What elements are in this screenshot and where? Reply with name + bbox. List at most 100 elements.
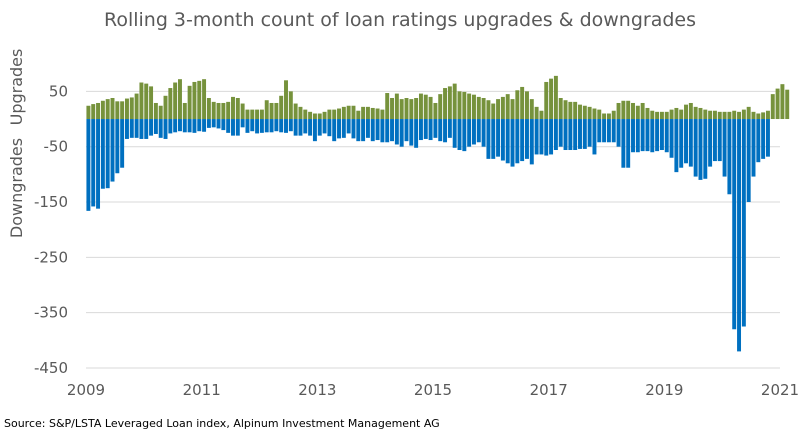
downgrades-bar — [288, 119, 293, 132]
downgrades-bar — [616, 119, 621, 147]
upgrades-bar — [457, 91, 462, 120]
downgrades-bar — [303, 119, 308, 134]
downgrades-bar — [544, 119, 549, 156]
downgrades-bar — [418, 119, 423, 141]
upgrades-bar — [284, 80, 288, 120]
upgrades-bar — [197, 80, 202, 120]
downgrades-bar — [259, 119, 264, 133]
upgrades-bar — [655, 111, 660, 120]
upgrades-bar — [187, 85, 192, 120]
upgrades-bar — [139, 82, 144, 120]
downgrades-bar — [327, 119, 332, 137]
upgrades-bar — [631, 102, 635, 120]
downgrades-bar — [96, 119, 101, 209]
upgrades-bar — [664, 111, 669, 120]
upgrades-bar — [558, 98, 563, 120]
downgrades-bar — [510, 119, 515, 167]
upgrades-bar — [688, 102, 693, 120]
downgrades-bar — [337, 119, 341, 139]
x-tick-label: 2021 — [761, 381, 799, 399]
upgrades-bar — [418, 93, 423, 120]
downgrades-bar — [361, 119, 366, 142]
upgrades-bar — [394, 93, 399, 120]
upgrades-bar — [346, 105, 351, 120]
upgrades-bar — [592, 108, 597, 120]
y-axis-label-upgrades: Upgrades — [7, 49, 26, 126]
upgrades-bar — [163, 95, 168, 120]
downgrades-bar — [558, 119, 563, 147]
downgrades-bar — [688, 119, 693, 167]
x-tick-label: 2013 — [298, 381, 336, 399]
upgrades-bar — [144, 83, 149, 120]
downgrades-bar — [717, 119, 722, 162]
downgrades-bar — [226, 119, 231, 133]
upgrades-bar — [404, 98, 409, 120]
y-axis-ticks: 50 -50 -150 -250 -350 -450 — [34, 82, 68, 377]
upgrades-bar — [216, 102, 221, 120]
downgrades-bar — [587, 119, 592, 147]
upgrades-bar — [621, 100, 626, 120]
upgrades-bar — [496, 99, 501, 120]
downgrades-bar — [698, 119, 703, 180]
upgrades-bar — [756, 113, 761, 120]
downgrades-bar — [187, 119, 192, 133]
downgrades-bar — [476, 119, 481, 143]
downgrades-bar — [659, 119, 664, 151]
downgrades-bar — [231, 119, 235, 136]
y-tick-label: -150 — [34, 193, 68, 211]
x-axis-ticks: 2009 2011 2013 2015 2017 2019 2021 — [67, 381, 799, 399]
upgrades-bar — [192, 81, 197, 120]
upgrades-bar — [293, 103, 298, 120]
downgrades-bar — [202, 119, 207, 132]
upgrades-bar — [525, 91, 529, 120]
downgrades-bar — [197, 119, 202, 132]
upgrades-bar — [491, 103, 496, 120]
downgrades-bar — [568, 119, 573, 151]
upgrades-bar — [96, 102, 101, 120]
downgrades-bar — [274, 119, 279, 132]
upgrades-bar — [231, 96, 235, 120]
downgrades-bar — [91, 119, 96, 207]
upgrades-bar — [105, 99, 110, 120]
downgrades-bar — [322, 119, 327, 134]
downgrades-bar — [414, 119, 419, 148]
downgrades-bar — [592, 119, 597, 155]
upgrades-bar — [356, 110, 361, 120]
upgrades-bar — [573, 101, 578, 120]
downgrades-bar — [153, 119, 158, 134]
upgrades-bar — [211, 101, 216, 120]
upgrades-bar — [250, 109, 255, 120]
downgrades-bar — [149, 119, 154, 136]
downgrades-bar — [635, 119, 640, 153]
upgrades-bar — [785, 89, 790, 120]
downgrades-bar — [597, 119, 602, 143]
downgrades-bar — [115, 119, 120, 174]
upgrades-bar — [452, 83, 457, 120]
upgrades-bar — [529, 99, 534, 120]
downgrades-bar — [365, 119, 370, 138]
upgrades-bar — [737, 111, 742, 120]
downgrades-bar — [284, 119, 288, 133]
upgrades-bar — [298, 106, 303, 120]
upgrades-bar — [365, 106, 370, 120]
downgrades-bar — [679, 119, 684, 168]
upgrades-bar — [428, 96, 433, 120]
y-tick-label: -250 — [34, 248, 68, 266]
downgrades-bar — [192, 119, 197, 133]
downgrades-bar — [765, 119, 770, 157]
upgrades-bar — [669, 109, 674, 120]
upgrades-bar — [635, 105, 640, 120]
downgrades-bar — [737, 119, 742, 352]
upgrades-bar — [597, 109, 602, 120]
downgrades-bar — [539, 119, 544, 155]
downgrades-bar — [664, 119, 669, 153]
upgrades-bar — [486, 100, 491, 120]
upgrades-bar — [761, 112, 766, 120]
downgrades-bar — [182, 119, 187, 133]
upgrades-bar — [587, 106, 592, 120]
upgrades-bar — [515, 90, 520, 120]
downgrades-bar — [385, 119, 390, 143]
upgrades-bar — [173, 82, 178, 120]
downgrades-bar — [674, 119, 679, 173]
downgrades-bar — [240, 119, 245, 128]
